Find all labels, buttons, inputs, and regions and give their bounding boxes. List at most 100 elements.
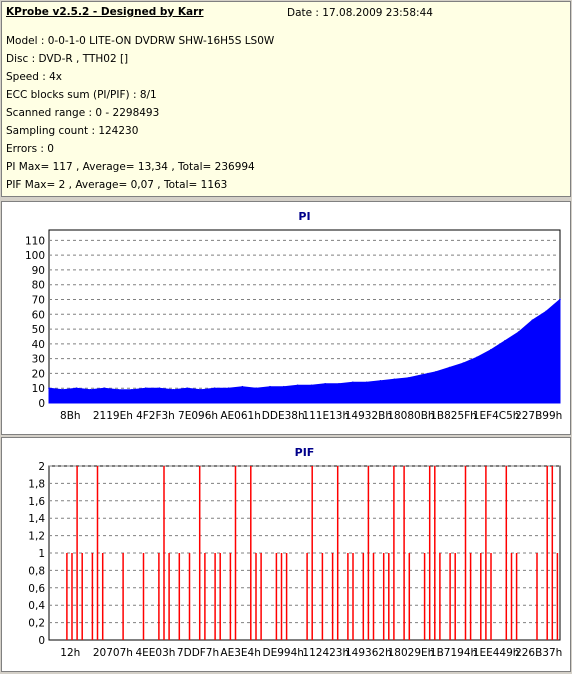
pi-data-point	[545, 310, 547, 313]
pi-data-point	[158, 387, 161, 389]
x-tick-label: 226B37h	[515, 647, 562, 659]
pi-data-point	[172, 388, 175, 391]
pi-data-point	[310, 384, 313, 387]
y-tick-label: 50	[32, 324, 45, 336]
y-tick-label: 20	[32, 368, 45, 380]
pi-data-point	[504, 340, 506, 342]
pi-data-point	[117, 388, 119, 391]
y-tick-label: 1	[38, 548, 45, 560]
x-tick-label: 1EF4C5h	[473, 410, 520, 422]
pi-data-point	[434, 371, 437, 373]
pif-summary-line: PIF Max= 2 , Average= 0,07 , Total= 1163	[6, 179, 228, 191]
pi-data-point	[324, 383, 327, 385]
pi-data-point	[462, 362, 465, 364]
y-tick-label: 60	[32, 309, 45, 321]
y-tick-label: 0,4	[28, 600, 45, 612]
chart-title: PIF	[295, 446, 315, 459]
pi-data-point	[89, 388, 92, 391]
y-tick-label: 90	[32, 265, 45, 277]
pi-data-point	[200, 388, 202, 391]
pi-data-point	[75, 387, 78, 389]
pi-data-point	[490, 349, 492, 351]
range-line: Scanned range : 0 - 2298493	[6, 107, 160, 119]
y-tick-label: 100	[25, 250, 45, 262]
y-tick-label: 1,2	[28, 531, 45, 543]
pi-summary-line: PI Max= 117 , Average= 13,34 , Total= 23…	[6, 161, 255, 173]
ecc-line: ECC blocks sum (PI/PIF) : 8/1	[6, 89, 157, 101]
pi-data-point	[407, 377, 409, 379]
pi-data-point	[283, 385, 285, 388]
y-tick-label: 80	[32, 280, 45, 292]
scan-date: Date : 17.08.2009 23:58:44	[287, 7, 433, 19]
sampling-line: Sampling count : 124230	[6, 125, 139, 137]
y-tick-label: 0	[38, 635, 45, 647]
disc-line: Disc : DVD-R , TTH02 []	[6, 53, 129, 65]
x-tick-label: 12h	[60, 647, 80, 659]
model-line: Model : 0-0-1-0 LITE-ON DVDRW SHW-16H5S …	[6, 35, 275, 47]
y-tick-label: 0,2	[28, 618, 45, 630]
y-tick-label: 0,6	[28, 583, 45, 595]
pi-data-point	[365, 381, 368, 384]
pi-chart: PI 0 10 20 30 40 50 60 70 80 90 100 110 8Bh 2119Eh 4F2F…	[25, 210, 562, 422]
pi-data-point	[103, 387, 105, 389]
x-tick-label: 111E13h	[302, 410, 349, 422]
x-tick-label: 4F2F3h	[136, 410, 175, 422]
x-tick-label: 7DDF7h	[177, 647, 219, 659]
pi-data-point	[296, 384, 299, 387]
pi-data-point	[269, 385, 271, 388]
pi-data-point	[517, 331, 520, 333]
x-tick-label: 20707h	[93, 647, 133, 659]
pi-data-point	[255, 387, 257, 389]
speed-line: Speed : 4x	[6, 71, 63, 83]
x-tick-label: 1EE449h	[473, 647, 520, 659]
pi-data-point	[144, 387, 147, 389]
y-tick-label: 30	[32, 354, 45, 366]
x-tick-label: 4EE03h	[135, 647, 175, 659]
pi-data-point	[393, 378, 396, 381]
y-tick-label: 0,8	[28, 565, 45, 577]
y-tick-label: 70	[32, 294, 45, 306]
pi-data-point	[559, 298, 561, 301]
pi-data-point	[531, 319, 534, 321]
pif-chart-panel: PIF 0 0,2 0,4 0,6 0,8 1 1,2 1,4 1,6 1,8 2 12h 20707h 4…	[1, 437, 571, 672]
pi-data-point	[379, 380, 382, 382]
pi-data-point	[131, 388, 133, 391]
x-tick-label: 227B99h	[515, 410, 562, 422]
x-tick-label: DDE38h	[262, 410, 305, 422]
y-tick-label: 40	[32, 339, 45, 351]
info-panel: KProbe v2.5.2 - Designed by Karr Date : …	[1, 1, 571, 197]
app-title: KProbe v2.5.2 - Designed by Karr	[6, 6, 204, 18]
pi-data-point	[227, 387, 230, 389]
x-tick-label: AE061h	[220, 410, 261, 422]
pi-data-point	[241, 385, 244, 388]
x-tick-label: AE3E4h	[220, 647, 260, 659]
x-tick-label: 2119Eh	[93, 410, 133, 422]
y-tick-label: 10	[32, 383, 45, 395]
pi-data-point	[48, 387, 50, 389]
pif-chart: PIF 0 0,2 0,4 0,6 0,8 1 1,2 1,4 1,6 1,8 2 12h 20707h 4…	[28, 446, 562, 659]
x-tick-label: DE994h	[262, 647, 303, 659]
pi-data-point	[421, 374, 423, 376]
y-tick-label: 1,8	[28, 478, 45, 490]
chart-title: PI	[298, 210, 310, 223]
x-tick-label: 8Bh	[60, 410, 81, 422]
pi-data-point	[213, 387, 216, 389]
x-tick-label: 149362h	[345, 647, 392, 659]
x-tick-label: 112423h	[302, 647, 349, 659]
pi-data-point	[448, 366, 451, 369]
y-tick-label: 2	[38, 461, 45, 473]
y-tick-label: 1,4	[28, 513, 45, 525]
pi-data-point	[338, 383, 340, 385]
x-tick-label: 18029Eh	[388, 647, 435, 659]
x-tick-label: 18080Bh	[387, 410, 434, 422]
y-tick-label: 110	[25, 235, 45, 247]
y-tick-label: 1,6	[28, 496, 45, 508]
pi-data-point	[352, 381, 354, 384]
x-tick-label: 14932Bh	[345, 410, 392, 422]
x-tick-label: 1B825Fh	[430, 410, 477, 422]
pi-chart-panel: PI 0 10 20 30 40 50 60 70 80 90 100 110 8Bh 2119Eh 4F2F…	[1, 201, 571, 435]
pi-data-point	[476, 356, 478, 358]
x-tick-label: 1B7194h	[430, 647, 477, 659]
pi-data-point	[62, 388, 64, 391]
x-tick-label: 7E096h	[178, 410, 218, 422]
